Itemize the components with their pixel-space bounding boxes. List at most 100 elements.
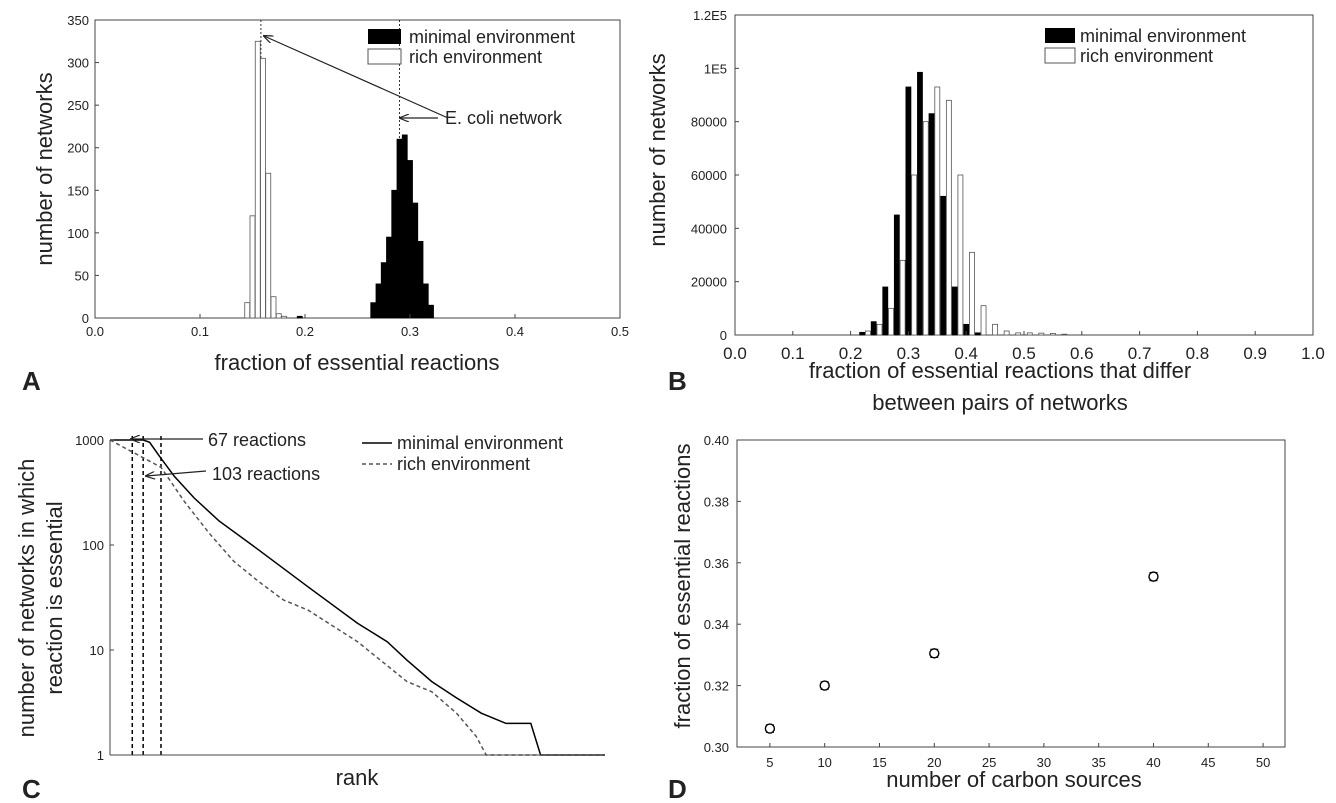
- panel-d-points: [764, 571, 1159, 734]
- panel-b-legend-minimal: minimal environment: [1080, 26, 1246, 46]
- panel-b-bars: [859, 71, 1068, 336]
- panel-b-bar: [888, 307, 894, 336]
- panel-b-x-ticks: 0.0 0.1 0.2 0.3 0.4 0.5 0.6 0.7 0.8 0.9 1.0: [723, 331, 1325, 363]
- panel-c-x-axis-label: rank: [336, 765, 380, 790]
- panel-b-y-ticks: 0 20000 40000 60000 80000 1E5 1.2E5: [691, 8, 739, 343]
- panel-a-bar: [244, 302, 251, 319]
- panel-b-plot-frame: [734, 14, 1314, 336]
- panel-a-y-tick-label: 50: [75, 268, 89, 283]
- panel-a-x-tick-label: 0.4: [506, 324, 524, 339]
- panel-a-y-tick-label: 0: [82, 311, 89, 326]
- panel-c-lines: [109, 436, 605, 756]
- panel-d-x-tick-label: 40: [1146, 755, 1160, 770]
- panel-b-legend-swatch-rich: [1044, 47, 1076, 64]
- panel-d-x-tick-label: 30: [1037, 755, 1051, 770]
- panel-b-x-tick-label: 0.4: [954, 344, 978, 363]
- panel-d-y-ticks: 0.30 0.32 0.34 0.36 0.38 0.40: [704, 433, 741, 755]
- panel-b-bar: [974, 332, 981, 336]
- panel-a-bar: [270, 296, 277, 319]
- panel-d: 5 10 15 20 25 30 35 40 45 50 0.30 0.32 0.34 0.36 0.38…: [668, 433, 1286, 803]
- panel-b-bar: [1050, 332, 1056, 336]
- panel-d-x-tick-label: 25: [982, 755, 996, 770]
- panel-a-bar: [386, 236, 392, 319]
- panel-a-x-tick-label: 0.5: [611, 324, 629, 339]
- panel-d-x-tick-label: 20: [927, 755, 941, 770]
- panel-d-x-ticks: 5 10 15 20 25 30 35 40 45 50: [766, 743, 1270, 770]
- panel-d-x-tick-label: 35: [1091, 755, 1105, 770]
- panel-b-bar: [922, 121, 929, 336]
- panel-a-bar: [275, 313, 282, 319]
- panel-a-x-ticks: 0.0 0.1 0.2 0.3 0.4 0.5: [86, 314, 629, 339]
- panel-a-x-tick-label: 0.0: [86, 324, 104, 339]
- panel-b-bar: [899, 259, 906, 336]
- panel-b-x-tick-label: 0.5: [1012, 344, 1036, 363]
- panel-d-x-tick-label: 50: [1256, 755, 1270, 770]
- panel-c-line-rich: [109, 439, 605, 756]
- panel-c-line-minimal: [110, 439, 605, 756]
- panel-b-bar: [882, 286, 889, 336]
- panel-b-legend-swatch-minimal: [1045, 28, 1075, 43]
- panel-d-point: [1148, 571, 1159, 582]
- panel-b-x-axis-label-line1: fraction of essential reactions that dif…: [809, 358, 1191, 383]
- panel-b-x-tick-label: 0.2: [839, 344, 863, 363]
- panel-b-y-axis-label: number of networks: [645, 53, 670, 246]
- panel-a-y-axis-label: number of networks: [32, 72, 57, 265]
- panel-d-plot-frame: [736, 439, 1286, 748]
- panel-c-y-tick-label: 1000: [75, 433, 104, 448]
- panel-b-x-tick-label: 0.6: [1070, 344, 1094, 363]
- panel-b-x-tick-label: 0.0: [723, 344, 747, 363]
- panel-b-bar: [905, 86, 912, 336]
- panel-a-legend-rich: rich environment: [409, 47, 542, 67]
- panel-a-y-tick-label: 100: [67, 226, 89, 241]
- panel-b-y-tick-label: 40000: [691, 221, 727, 236]
- panel-c-y-axis-label-line1: number of networks in which: [14, 459, 39, 738]
- panel-b-bar: [951, 286, 958, 336]
- panel-a-x-tick-label: 0.2: [296, 324, 314, 339]
- panel-b-y-tick-label: 20000: [691, 275, 727, 290]
- panel-b-bar: [911, 174, 918, 336]
- panel-d-y-tick-label: 0.40: [704, 433, 729, 448]
- panel-b-label: B: [668, 366, 687, 396]
- panel-b-bar: [1003, 330, 1010, 336]
- panel-b-bar: [1026, 332, 1033, 336]
- panel-b-y-tick-label: 1.2E5: [693, 8, 727, 23]
- panel-a-annotation-arrow-left: [264, 36, 449, 119]
- panel-b-bar: [992, 323, 998, 336]
- panel-c-label: C: [22, 774, 41, 803]
- panel-a-bar: [375, 283, 382, 319]
- panel-b-y-tick-label: 60000: [691, 168, 727, 183]
- panel-d-y-tick-label: 0.32: [704, 679, 729, 694]
- panel-a-annotation-ecoli: E. coli network: [445, 108, 563, 128]
- panel-a-ref-lines: [260, 20, 400, 318]
- panel-b-bar: [865, 330, 871, 336]
- panel-d-x-axis-label: number of carbon sources: [886, 767, 1142, 792]
- panel-b-x-tick-label: 0.3: [897, 344, 921, 363]
- panel-a-bar: [417, 240, 424, 319]
- panel-b-bar: [1061, 333, 1068, 336]
- panel-a: 0.0 0.1 0.2 0.3 0.4 0.5 0 50 100 150 200 250 300 350…: [22, 13, 629, 396]
- panel-a-y-tick-label: 200: [67, 141, 89, 156]
- panel-d-x-tick-label: 5: [766, 755, 773, 770]
- panel-b-x-tick-label: 0.9: [1243, 344, 1267, 363]
- panel-c-y-ticks: 1 10 100 1000: [75, 433, 114, 763]
- panel-b-x-tick-label: 0.1: [781, 344, 805, 363]
- panel-b-bar: [893, 214, 900, 336]
- panel-b-bar: [945, 99, 952, 336]
- panel-a-bar: [412, 202, 419, 319]
- panel-a-bar: [407, 160, 413, 319]
- panel-a-y-ticks: 0 50 100 150 200 250 300 350: [67, 13, 99, 326]
- panel-b-y-tick-label: 80000: [691, 115, 727, 130]
- panel-d-y-tick-label: 0.36: [704, 556, 729, 571]
- panel-c-legend-rich: rich environment: [397, 454, 530, 474]
- panel-a-x-axis-label: fraction of essential reactions: [215, 350, 500, 375]
- panel-a-y-tick-label: 300: [67, 56, 89, 71]
- panel-b-y-tick-label: 0: [720, 328, 727, 343]
- panel-b-y-tick-label: 1E5: [704, 61, 727, 76]
- panel-b-bar: [859, 331, 866, 336]
- panel-a-legend-swatch-rich: [367, 48, 402, 65]
- panel-b-bar: [1015, 332, 1022, 336]
- panel-c-y-axis-label-line2: reaction is essential: [42, 501, 67, 694]
- panel-d-y-tick-label: 0.30: [704, 740, 729, 755]
- panel-d-y-tick-label: 0.34: [704, 617, 729, 632]
